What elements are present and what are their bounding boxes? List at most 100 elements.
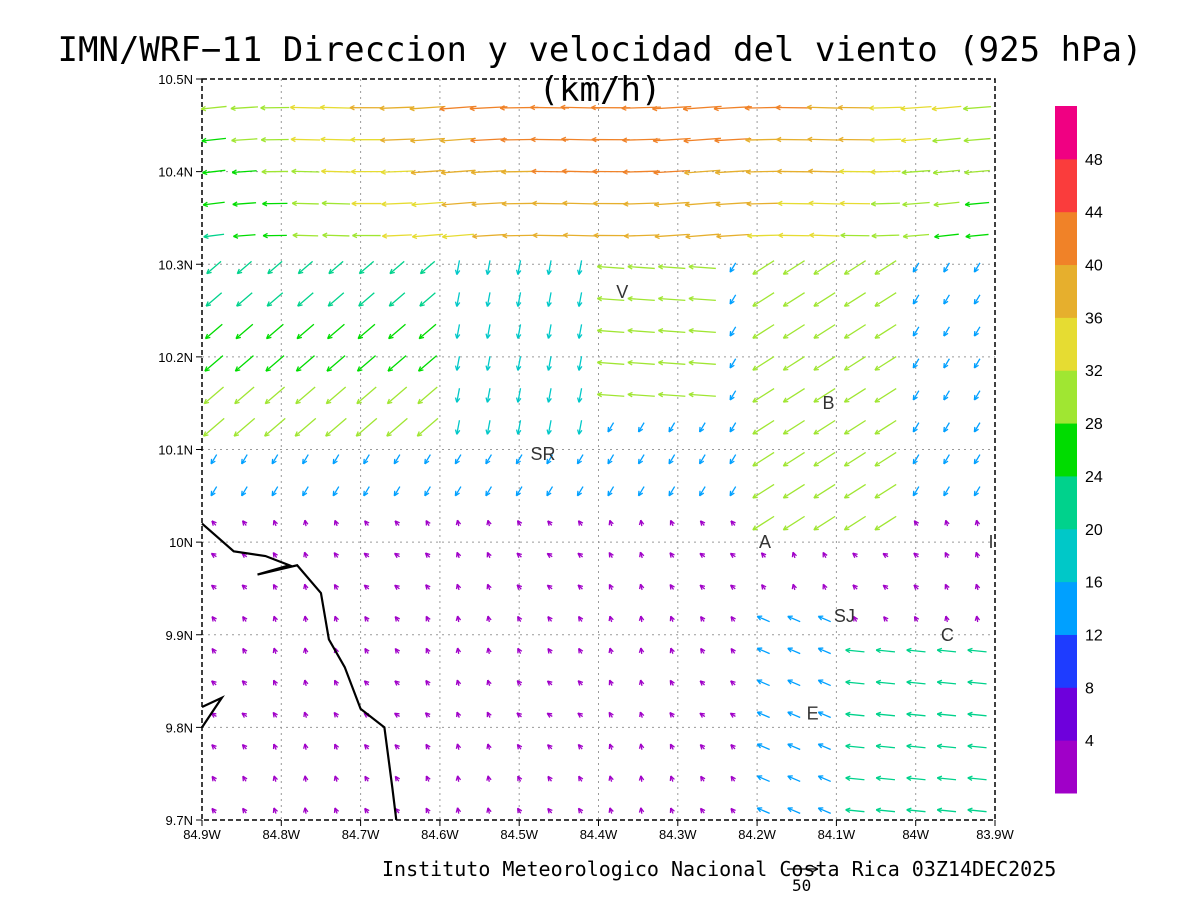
wind-arrow [454, 388, 461, 403]
wind-arrow [242, 615, 248, 622]
wind-arrow [973, 326, 981, 337]
wind-arrow [363, 552, 370, 559]
wind-arrow [211, 520, 217, 526]
wind-arrow [302, 454, 309, 465]
wind-arrow [319, 104, 352, 111]
color-bar-segment [1055, 475, 1077, 530]
wind-arrow [653, 201, 690, 208]
wind-arrow [845, 775, 865, 782]
wind-arrow [669, 711, 675, 718]
wind-arrow [470, 169, 507, 176]
wind-arrow [394, 552, 400, 559]
wind-arrow [813, 292, 836, 307]
wind-arrow [272, 647, 278, 655]
wind-arrow [669, 807, 675, 814]
wind-arrow [669, 583, 675, 590]
wind-arrow [516, 552, 522, 558]
wind-arrow [486, 519, 492, 527]
wind-arrow [272, 743, 278, 750]
wind-arrow [943, 422, 950, 433]
wind-arrow [688, 264, 716, 270]
wind-arrow [744, 105, 782, 111]
y-tick-label: 9.8N [166, 720, 193, 735]
wind-arrow [485, 388, 491, 403]
wind-arrow [303, 711, 309, 718]
wind-arrow [363, 486, 370, 497]
wind-arrow [515, 292, 522, 307]
wind-arrow [486, 615, 492, 623]
wind-arrow [485, 486, 493, 497]
wind-arrow [455, 615, 462, 623]
wind-arrow [201, 137, 227, 144]
wind-arrow [230, 105, 258, 112]
wind-arrow [211, 680, 217, 686]
wind-arrow [546, 680, 553, 686]
wind-arrow [486, 807, 492, 814]
wind-arrow [843, 515, 867, 531]
wind-arrow [688, 391, 716, 398]
wind-arrow [756, 807, 770, 814]
wind-arrow [264, 386, 286, 405]
wind-arrow [515, 388, 522, 403]
wind-arrow [290, 104, 321, 111]
wind-arrow [782, 515, 805, 531]
wind-arrow [297, 260, 314, 275]
wind-arrow [906, 743, 926, 750]
wind-arrow [817, 615, 831, 623]
wind-arrow [745, 137, 782, 143]
wind-arrow [334, 743, 340, 750]
color-bar-segment [1055, 528, 1077, 583]
wind-arrow [202, 169, 226, 176]
wind-arrow [729, 712, 736, 718]
wind-arrow [454, 420, 461, 435]
wind-arrow [241, 584, 248, 590]
wind-arrow [787, 775, 801, 783]
wind-arrow [608, 647, 614, 655]
wind-arrow [912, 486, 920, 497]
wind-arrow [699, 520, 706, 526]
wind-arrow [578, 775, 584, 782]
wind-arrow [328, 260, 344, 275]
wind-arrow [730, 680, 736, 686]
wind-arrow [547, 520, 553, 526]
wind-arrow [265, 355, 285, 372]
wind-arrow [454, 324, 461, 339]
wind-arrow [411, 201, 444, 208]
wind-arrow [638, 519, 645, 527]
wind-arrow [350, 168, 382, 175]
wind-arrow [597, 359, 625, 366]
wind-arrow [782, 451, 805, 467]
wind-arrow [577, 743, 584, 750]
wind-arrow [906, 679, 926, 686]
wind-arrow [698, 486, 706, 497]
wind-arrow [272, 711, 278, 718]
x-tick-label: 84.8W [263, 827, 301, 842]
wind-arrow [261, 168, 289, 175]
color-bar-segment [1055, 634, 1077, 688]
map-axes: 84.9W 84.8W 84.7W 84.6W 84.5W 84.4W 84.3W 84.2W… [158, 72, 1014, 842]
wind-arrow [874, 515, 897, 531]
place-label: V [616, 282, 628, 302]
wind-arrow [242, 647, 248, 654]
wind-arrow [843, 324, 867, 339]
wind-arrow [843, 260, 867, 275]
wind-arrow [782, 260, 805, 275]
wind-arrow [913, 520, 920, 526]
color-bar-label: 24 [1085, 469, 1103, 486]
wind-arrow [242, 807, 248, 814]
color-bar-label: 16 [1085, 575, 1103, 592]
wind-arrow [962, 105, 992, 112]
wind-arrow [943, 486, 950, 497]
wind-arrow [546, 324, 552, 339]
wind-arrow [517, 615, 523, 622]
wind-arrow [576, 388, 583, 403]
wind-arrow [597, 264, 625, 270]
wind-arrow [333, 552, 339, 558]
wind-arrow [211, 807, 217, 814]
wind-arrow [501, 201, 537, 207]
wind-arrow [729, 422, 737, 433]
wind-arrow [303, 679, 309, 686]
wind-arrow [973, 358, 981, 369]
wind-arrow [906, 711, 926, 718]
wind-arrow [578, 647, 584, 654]
